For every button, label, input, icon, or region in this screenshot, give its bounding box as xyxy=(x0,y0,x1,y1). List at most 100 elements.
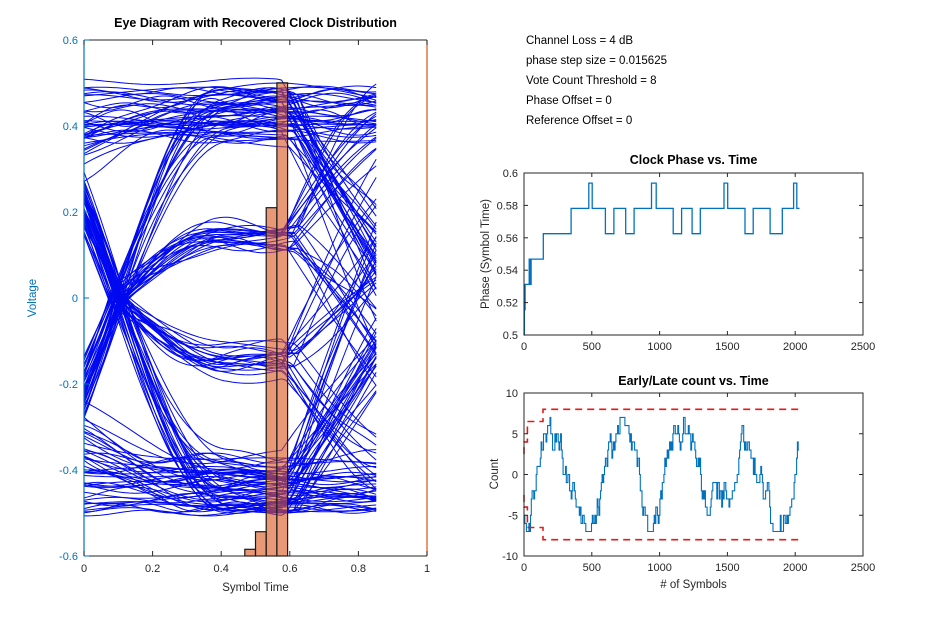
eye-trace xyxy=(83,503,377,514)
eye-trace xyxy=(83,216,377,497)
eye-trace xyxy=(83,236,377,475)
eye-trace xyxy=(83,103,377,230)
eye-trace xyxy=(84,392,377,517)
eye-trace xyxy=(83,346,377,487)
eye-trace xyxy=(83,276,377,507)
early-late-xlabel: # of Symbols xyxy=(660,579,727,591)
eye-diagram-title: Eye Diagram with Recovered Clock Distrib… xyxy=(114,16,397,30)
eye-trace xyxy=(83,93,377,395)
clock-phase-ylabel: Phase (Symbol Time) xyxy=(480,199,492,309)
eye-trace xyxy=(83,218,377,468)
eye-trace xyxy=(83,92,377,104)
y-tick-label: 0.6 xyxy=(503,168,518,180)
y-tick-label: 0.52 xyxy=(497,298,518,310)
eye-x-tick-label: 0 xyxy=(81,563,87,575)
eye-trace xyxy=(83,471,377,486)
eye-trace xyxy=(83,467,377,481)
annotation-reference-offset: Reference Offset = 0 xyxy=(526,115,632,127)
eye-trace xyxy=(83,226,377,361)
early-late-count-line xyxy=(524,416,799,533)
axes-box xyxy=(523,392,864,557)
threshold-upper-line xyxy=(523,408,800,455)
eye-x-tick-label: 0.2 xyxy=(145,563,160,575)
eye-trace xyxy=(83,83,377,411)
eye-y-tick-label: 0.4 xyxy=(63,121,78,133)
eye-ylabel: Voltage xyxy=(27,279,39,317)
eye-trace xyxy=(83,260,377,470)
eye-trace xyxy=(83,96,377,140)
eye-trace xyxy=(83,347,377,516)
y-tick-label: 0.56 xyxy=(497,233,518,245)
eye-y-tick-label: 0.6 xyxy=(63,35,78,47)
eye-trace xyxy=(83,390,377,506)
y-tick-label: -5 xyxy=(508,510,518,522)
eye-trace xyxy=(83,123,377,133)
x-tick-label: 500 xyxy=(583,562,601,574)
eye-trace xyxy=(83,353,377,472)
eye-trace xyxy=(83,134,377,271)
eye-trace xyxy=(83,185,377,486)
annotation-channel-loss: Channel Loss = 4 dB xyxy=(526,35,633,47)
eye-diagram-plot: 0 0.2 0.4 0.6 0.8 1 0.6 0.4 0.2 0 -0.2 -0.4 -0.6 xyxy=(59,35,430,575)
y-tick-label: 0.54 xyxy=(497,265,518,277)
annotation-phase-offset: Phase Offset = 0 xyxy=(526,95,612,107)
eye-trace xyxy=(83,335,377,465)
eye-trace xyxy=(83,209,377,490)
eye-trace xyxy=(83,384,377,516)
eye-trace xyxy=(83,158,377,368)
eye-trace xyxy=(83,450,377,501)
eye-trace xyxy=(83,231,377,388)
eye-x-tick-label: 0.8 xyxy=(351,563,366,575)
x-tick-label: 2000 xyxy=(783,562,807,574)
eye-trace xyxy=(83,456,377,483)
eye-trace xyxy=(83,192,377,510)
clock-phase-line xyxy=(523,182,800,336)
eye-trace xyxy=(83,210,377,469)
x-tick-label: 500 xyxy=(583,341,601,353)
eye-trace xyxy=(83,342,377,488)
eye-trace xyxy=(83,94,377,260)
y-tick-label: -10 xyxy=(502,551,518,563)
x-tick-label: 2500 xyxy=(851,562,875,574)
x-tick-label: 1000 xyxy=(647,562,671,574)
x-tick-label: 1000 xyxy=(647,341,671,353)
eye-trace xyxy=(83,226,377,375)
eye-trace xyxy=(83,120,377,138)
eye-trace xyxy=(83,220,377,366)
x-tick-label: 2000 xyxy=(783,341,807,353)
eye-y-tick-label: -0.2 xyxy=(59,379,78,391)
eye-trace xyxy=(83,242,377,497)
clock-phase-plot: 0 500 1000 1500 2000 2500 0.5 0.52 0.54 0.56 0.58 0… xyxy=(497,168,876,353)
early-late-plot: 0 500 1000 1500 2000 2500 -10 -5 0 5 10 xyxy=(502,388,875,574)
eye-trace xyxy=(83,108,377,135)
annotation-vote-threshold: Vote Count Threshold = 8 xyxy=(526,75,657,87)
eye-xlabel: Symbol Time xyxy=(222,582,288,594)
annotation-phase-step: phase step size = 0.015625 xyxy=(526,55,667,67)
eye-trace xyxy=(83,435,377,478)
eye-trace xyxy=(83,238,377,375)
y-tick-label: 5 xyxy=(512,429,518,441)
early-late-ylabel: Count xyxy=(489,458,501,489)
eye-trace xyxy=(83,503,377,514)
x-tick-label: 1500 xyxy=(715,341,739,353)
clock-phase-title: Clock Phase vs. Time xyxy=(630,153,758,167)
eye-y-tick-label: 0.2 xyxy=(63,207,78,219)
eye-trace xyxy=(83,124,377,392)
eye-trace xyxy=(83,165,377,393)
x-tick-label: 0 xyxy=(521,562,527,574)
eye-trace xyxy=(83,115,377,266)
clock-histogram-bar xyxy=(254,531,267,557)
clock-histogram-bar xyxy=(244,548,257,557)
eye-trace xyxy=(83,94,377,417)
eye-trace xyxy=(83,89,377,103)
eye-trace xyxy=(83,481,377,499)
y-tick-label: 0.5 xyxy=(503,330,518,342)
x-tick-label: 1500 xyxy=(715,562,739,574)
eye-trace xyxy=(83,106,377,217)
eye-y-tick-label: 0 xyxy=(72,293,78,305)
eye-trace xyxy=(83,95,377,377)
eye-trace xyxy=(83,132,377,361)
eye-y-tick-label: -0.4 xyxy=(59,465,78,477)
threshold-lower-line xyxy=(523,494,800,541)
